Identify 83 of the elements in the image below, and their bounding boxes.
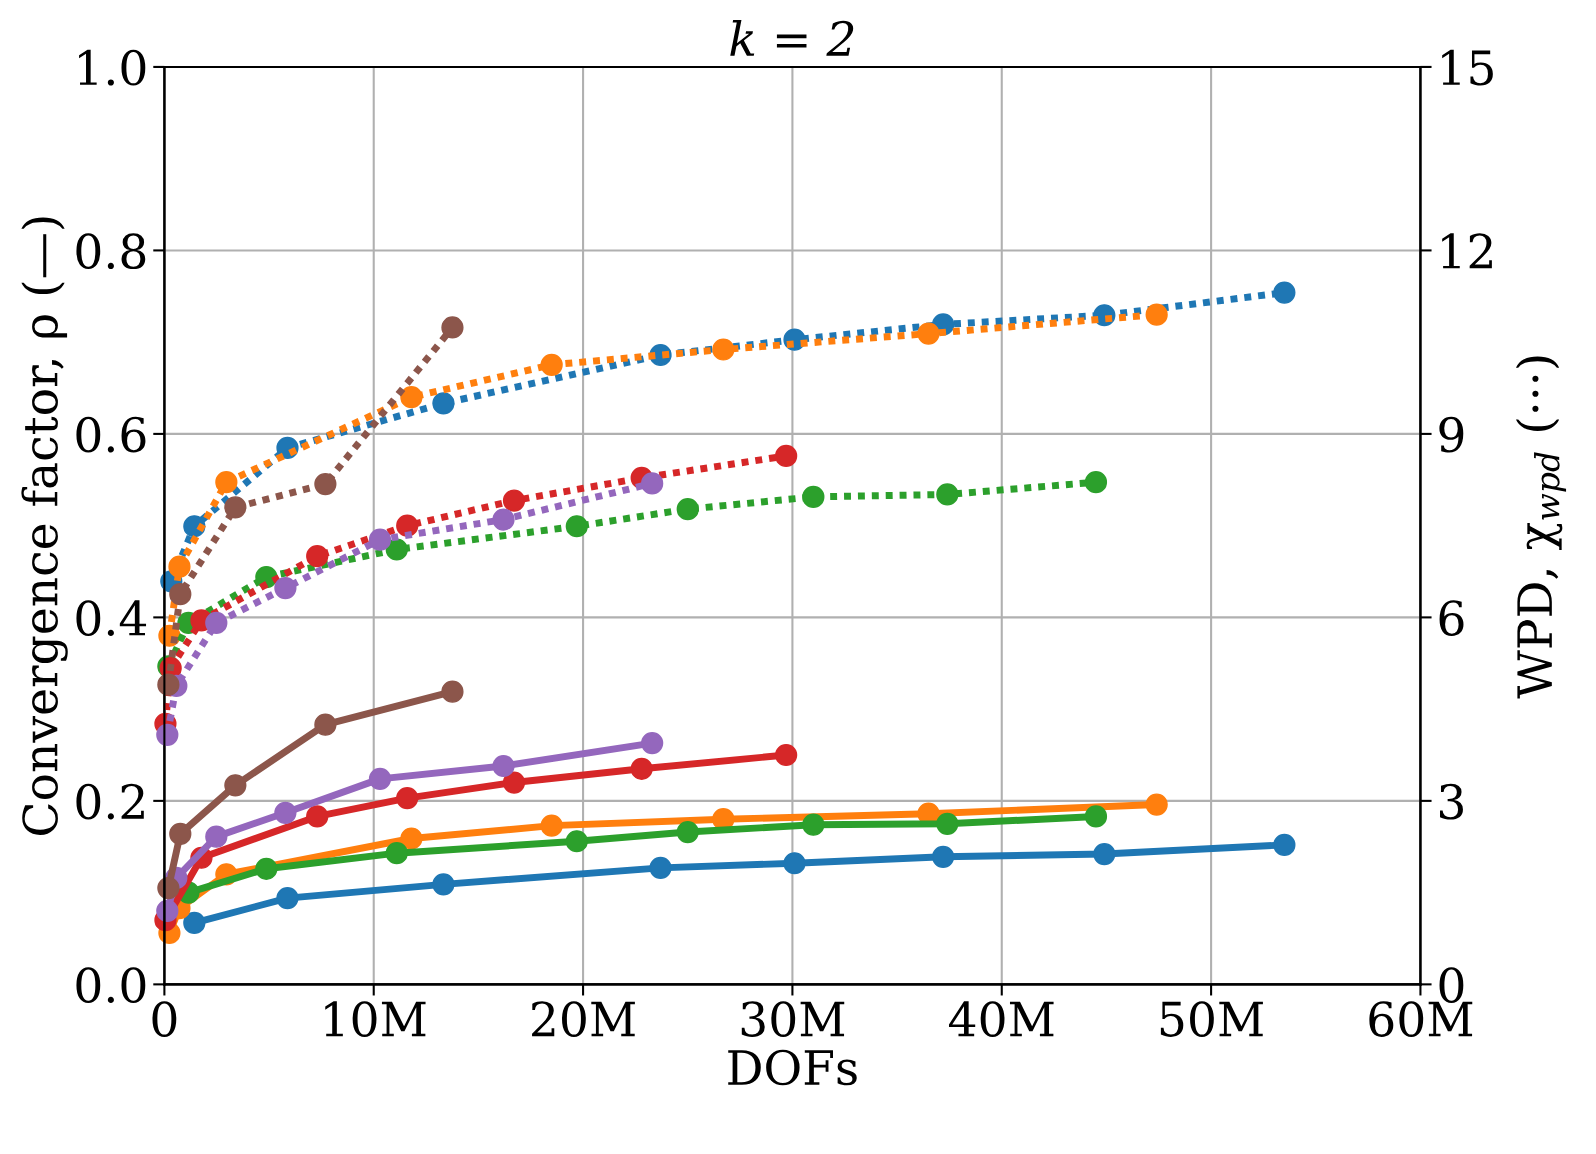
point xyxy=(224,774,247,797)
chart-title: k = 2 xyxy=(730,19,854,56)
point xyxy=(215,471,238,494)
y2-tick-label: 9 xyxy=(1439,416,1464,453)
point xyxy=(1273,833,1296,857)
point xyxy=(1145,793,1168,816)
point xyxy=(396,787,419,810)
point xyxy=(274,576,297,600)
point xyxy=(1084,805,1108,828)
point xyxy=(565,515,588,538)
point xyxy=(540,353,563,376)
point xyxy=(169,822,192,846)
point xyxy=(712,338,735,361)
y2-tick-label: 6 xyxy=(1439,600,1464,636)
point xyxy=(783,852,806,875)
x-tick-label: 0 xyxy=(152,1001,177,1037)
x-tick-label: 10M xyxy=(325,1001,426,1037)
y-tick-label: 0.0 xyxy=(76,967,146,1003)
point xyxy=(917,322,940,345)
point xyxy=(183,911,206,935)
point xyxy=(492,508,515,531)
point xyxy=(441,316,464,339)
point xyxy=(775,743,798,767)
point xyxy=(255,857,278,880)
point xyxy=(936,483,959,506)
point xyxy=(169,583,192,606)
x-axis-title: DOFs xyxy=(728,1049,857,1086)
point xyxy=(540,814,563,837)
y2-axis-title: WPD, χ$_{wpd}$ (···) xyxy=(1515,356,1567,699)
x-tick-label: 40M xyxy=(948,1001,1054,1037)
point xyxy=(802,813,825,836)
point xyxy=(1273,281,1296,304)
point xyxy=(1093,842,1116,866)
point xyxy=(368,767,392,790)
point xyxy=(502,771,526,794)
point xyxy=(396,514,419,537)
point xyxy=(400,827,423,850)
point xyxy=(276,887,299,910)
y-tick-label: 0.2 xyxy=(76,783,144,820)
y2-tick-label: 0 xyxy=(1439,967,1464,1003)
point xyxy=(676,498,699,521)
point xyxy=(368,528,392,551)
point xyxy=(936,812,959,835)
point xyxy=(802,485,825,509)
x-tick-label: 50M xyxy=(1160,1001,1263,1037)
x-tick-label: 60M xyxy=(1369,1001,1473,1037)
point xyxy=(314,713,337,736)
point xyxy=(630,757,653,780)
point xyxy=(274,801,297,824)
point xyxy=(432,392,455,415)
point xyxy=(385,538,408,561)
y-tick-label: 0.8 xyxy=(76,233,146,270)
point xyxy=(306,805,329,828)
point xyxy=(385,842,408,865)
point xyxy=(314,472,337,496)
point xyxy=(641,731,664,755)
point xyxy=(1145,303,1168,326)
point xyxy=(224,496,247,519)
point xyxy=(205,611,228,635)
point xyxy=(1084,471,1108,494)
y2-tick-label: 15 xyxy=(1442,49,1493,86)
point xyxy=(400,386,423,409)
y2-tick-label: 12 xyxy=(1442,233,1492,269)
y-tick-label: 0.4 xyxy=(76,600,147,636)
point xyxy=(932,845,955,868)
y-tick-label: 0.6 xyxy=(76,416,146,453)
point xyxy=(205,825,228,848)
y-axis-title: Convergence factor, ρ (—) xyxy=(21,217,68,835)
point xyxy=(676,820,699,844)
point xyxy=(441,680,464,703)
point xyxy=(649,856,672,879)
point xyxy=(432,873,455,896)
point xyxy=(168,555,191,578)
point xyxy=(492,754,515,778)
point xyxy=(502,489,526,512)
y-tick-label: 1.0 xyxy=(79,49,146,86)
y2-tick-label: 3 xyxy=(1440,783,1463,820)
point xyxy=(775,444,798,468)
point xyxy=(641,472,664,495)
x-tick-label: 20M xyxy=(532,1001,635,1037)
x-tick-label: 30M xyxy=(741,1001,845,1037)
point xyxy=(306,545,329,568)
point xyxy=(565,830,588,853)
